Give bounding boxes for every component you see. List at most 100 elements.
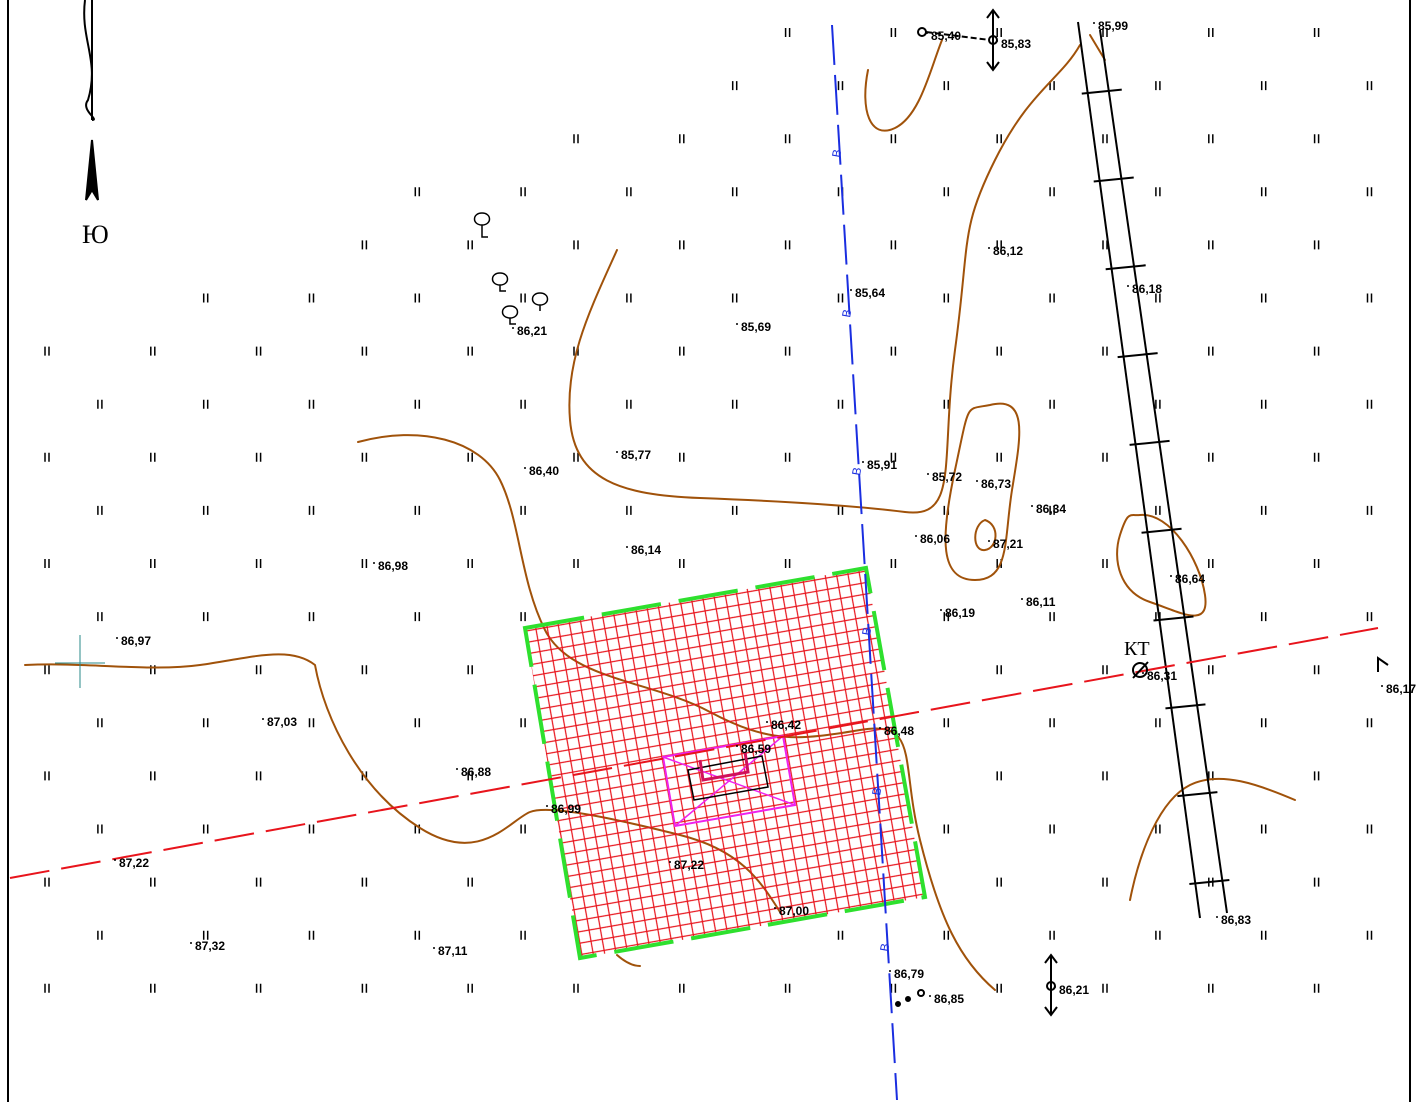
grass-symbol [468,347,472,356]
grass-symbol [521,931,525,940]
grass-symbol [839,400,843,409]
elevation-point [262,718,264,720]
elevation-point [940,609,942,611]
grass-symbol [1368,294,1372,303]
grass-symbol [151,453,155,462]
grass-symbol [257,665,261,674]
grass-symbol [45,984,49,993]
grass-symbol [997,134,1001,143]
grass-symbol [1315,240,1319,249]
map: Ю КТ ВВВВВВ85,4085,8385,9986,1286,1885,6… [0,0,1418,1102]
grass-symbol [1209,665,1213,674]
elevation-label: 86,31 [1147,669,1177,683]
grass-symbol [468,559,472,568]
grass-symbol [1050,187,1054,196]
grass-symbol [680,240,684,249]
grass-symbol [891,347,895,356]
grass-symbol [1209,347,1213,356]
grass-symbol [1315,28,1319,37]
elevation-label: 86,11 [1026,595,1056,609]
elevation-label: 86,88 [461,765,491,779]
pipe-label: В [849,466,864,476]
elevation-label: 85,77 [621,448,651,462]
grass-symbol [310,718,314,727]
grass-symbol [1315,984,1319,993]
grass-symbol [521,825,525,834]
elevation-label: 87,21 [993,537,1023,551]
grass-symbol [786,453,790,462]
elevation-label: 86,48 [884,724,914,738]
elevation-point [1216,916,1218,918]
grass-symbol [733,81,737,90]
grass-symbol [1368,718,1372,727]
grass-symbol [786,984,790,993]
elevation-point [616,451,618,453]
grass-symbol [786,559,790,568]
grass-symbol [362,347,366,356]
grass-symbol [944,400,948,409]
elevation-label: 86,42 [771,718,801,732]
grass-symbol [468,240,472,249]
grass-symbol [997,878,1001,887]
elevation-point [879,727,881,729]
grass-symbol [45,559,49,568]
grass-symbol [415,506,419,515]
elevation-point [927,473,929,475]
grass-symbol [1368,931,1372,940]
elevation-point [1031,505,1033,507]
elevation-label: 86,97 [121,634,151,648]
elevation-point [736,745,738,747]
elevation-label: 86,21 [517,324,547,338]
grass-symbol [45,878,49,887]
elevation-point [889,970,891,972]
grass-symbol [257,347,261,356]
grass-symbol [204,294,208,303]
elevation-label: 86,14 [631,543,661,557]
grass-symbol [1262,400,1266,409]
grass-symbol [98,931,102,940]
page: Ю КТ ВВВВВВ85,4085,8385,9986,1286,1885,6… [0,0,1418,1102]
grass-symbol [1209,559,1213,568]
pipe-label: В [829,148,844,158]
elevation-point [1142,672,1144,674]
grass-symbol [1368,187,1372,196]
elevation-label: 87,22 [674,858,704,872]
grass-symbol [1050,400,1054,409]
grass-symbol [98,506,102,515]
elevation-label: 86,40 [529,464,559,478]
elevation-label: 87,03 [267,715,297,729]
grass-symbol [257,559,261,568]
grass-symbol [1209,134,1213,143]
elevation-point [988,247,990,249]
grass-symbol [362,559,366,568]
grass-symbol [627,506,631,515]
elevation-label: 86,73 [981,477,1011,491]
grass-symbol [98,825,102,834]
elevation-label: 86,06 [920,532,950,546]
grass-symbol [310,931,314,940]
grass-symbol [944,931,948,940]
grass-symbol [997,771,1001,780]
grass-symbol [997,453,1001,462]
grass-symbol [1315,134,1319,143]
grass-symbol [733,187,737,196]
grass-symbol [204,718,208,727]
grass-symbol [839,931,843,940]
elevation-point [766,721,768,723]
grass-symbol [1103,134,1107,143]
grass-symbol [1315,878,1319,887]
elevation-label: 85,99 [1098,19,1128,33]
grass-symbol [204,400,208,409]
grass-symbol [1209,28,1213,37]
grass-symbol [839,506,843,515]
elevation-point [1170,575,1172,577]
grass-symbol [1103,559,1107,568]
grass-symbol [1262,612,1266,621]
grass-symbol [786,240,790,249]
grass-symbol [1315,453,1319,462]
grass-symbol [891,984,895,993]
grass-symbol [1209,453,1213,462]
grass-symbol [891,134,895,143]
grass-symbol [45,453,49,462]
grass-symbol [1368,612,1372,621]
